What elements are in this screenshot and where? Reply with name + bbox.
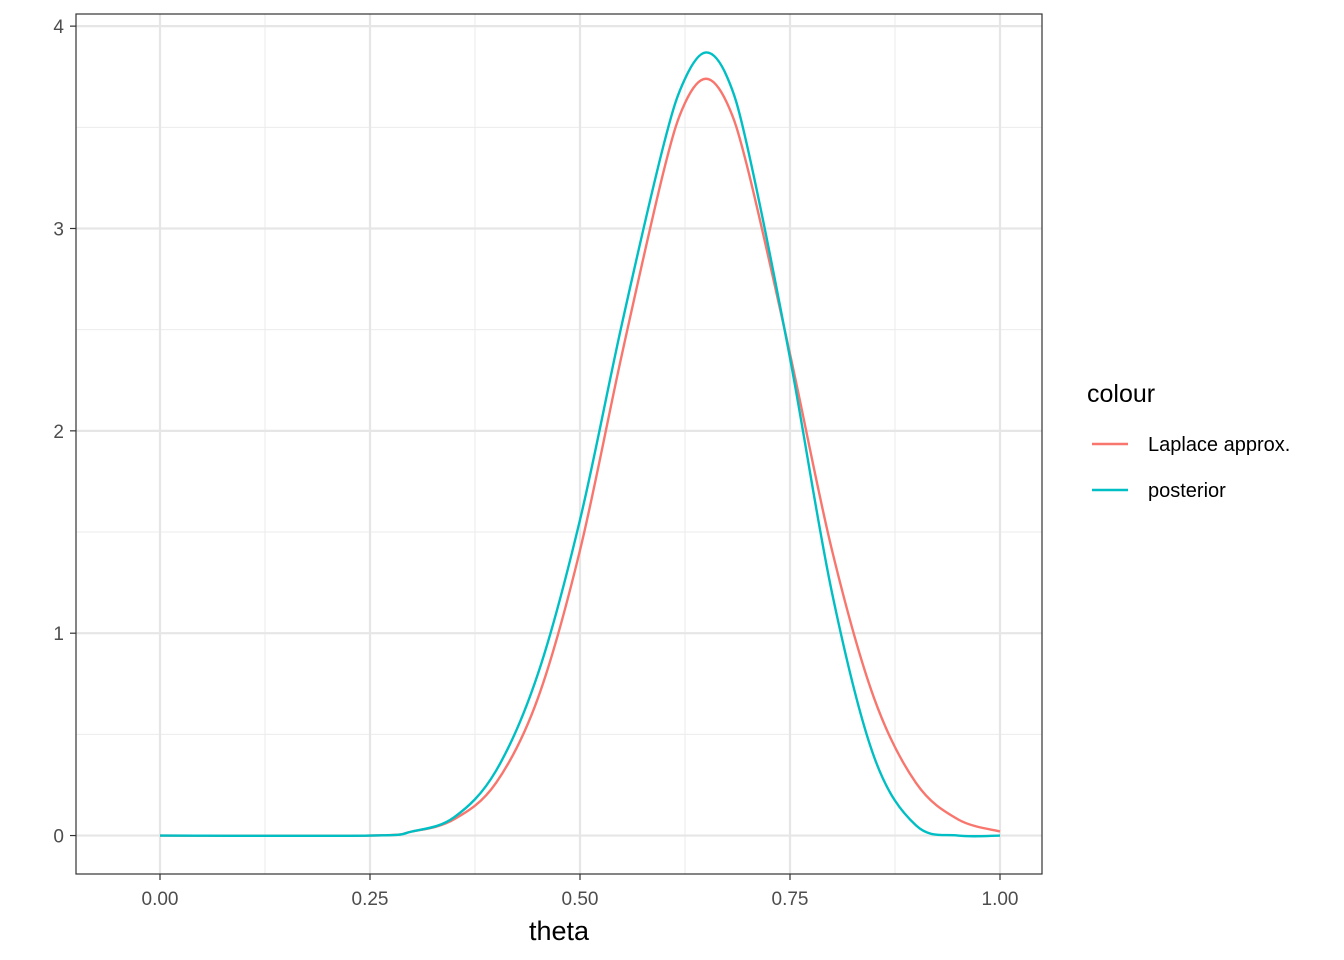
y-tick-label: 3 [53, 219, 64, 240]
y-tick-label: 1 [53, 624, 64, 645]
panel-border [75, 13, 1043, 875]
x-axis: 0.00 0.25 0.50 0.75 1.00 [142, 874, 1019, 910]
series-line-posterior [159, 51, 1001, 838]
y-tick-label: 2 [53, 422, 64, 443]
legend-label-posterior: posterior [1148, 480, 1226, 502]
data-lines [159, 51, 1001, 838]
series-line-laplace-approx [159, 77, 1001, 838]
legend: colour Laplace approx. posterior [1087, 380, 1290, 502]
x-tick-label: 1.00 [982, 889, 1019, 910]
major-gridlines [76, 14, 1042, 874]
x-axis-title: theta [529, 916, 590, 946]
x-tick-label: 0.75 [772, 889, 809, 910]
legend-title: colour [1087, 380, 1155, 408]
x-tick-label: 0.50 [562, 889, 599, 910]
y-axis: 0 1 2 3 4 [53, 17, 76, 848]
y-tick-label: 4 [53, 17, 64, 38]
legend-label-laplace-approx: Laplace approx. [1148, 434, 1290, 456]
minor-gridlines [76, 14, 1042, 874]
y-tick-label: 0 [53, 827, 64, 848]
x-tick-label: 0.00 [142, 889, 179, 910]
legend-items: Laplace approx. posterior [1092, 434, 1290, 502]
x-tick-label: 0.25 [352, 889, 389, 910]
